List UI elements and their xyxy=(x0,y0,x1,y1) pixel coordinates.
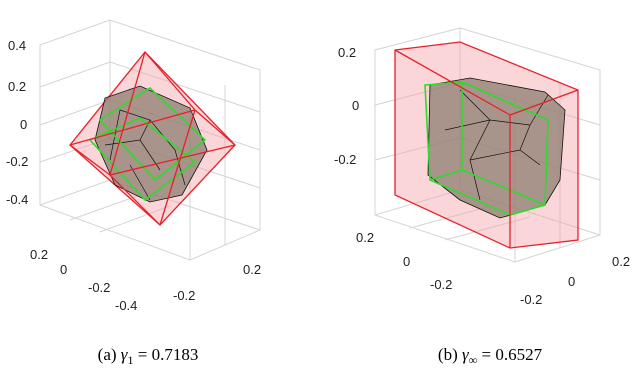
inner-box-edges xyxy=(429,82,546,206)
x-tick-label: -0.4 xyxy=(115,298,137,313)
polyhedron-edges xyxy=(444,89,549,201)
x-tick-label: 0.2 xyxy=(356,230,374,245)
x-tick-label: 0 xyxy=(403,254,410,269)
caption: (a) γ1 = 0.7183 xyxy=(98,345,199,367)
caption: (b) γ∞ = 0.6527 xyxy=(438,345,543,367)
x-tick-label: -0.2 xyxy=(88,280,110,295)
caption-subscript: ∞ xyxy=(469,353,478,367)
panel-a: 0.4 0.2 0 -0.2 -0.4 0.2 0 -0.2 -0.4 -0.2… xyxy=(6,19,261,367)
y-tick-label: -0.2 xyxy=(173,288,195,303)
polyhedron-edges xyxy=(104,109,186,201)
z-tick-label: 0.4 xyxy=(8,38,26,53)
z-tick-label: -0.2 xyxy=(334,152,356,167)
caption-symbol: γ xyxy=(462,345,470,364)
y-tick-label: 0.2 xyxy=(612,254,630,269)
bounding-box-edges xyxy=(394,49,579,248)
z-tick-label: -0.4 xyxy=(6,192,28,207)
y-tick-label: 0 xyxy=(568,274,575,289)
z-tick-label: -0.2 xyxy=(6,154,28,169)
octahedron-edges xyxy=(69,51,236,226)
x-tick-label: -0.2 xyxy=(430,277,452,292)
caption-subscript: 1 xyxy=(127,353,133,367)
y-tick-label: 0.2 xyxy=(243,262,261,277)
z-tick-label: 0.2 xyxy=(338,45,356,60)
panel-b: 0.2 0 -0.2 0.2 0 -0.2 -0.2 0 0.2 (b) γ∞ … xyxy=(334,27,630,367)
inner-box xyxy=(98,86,207,182)
y-tick-label: -0.2 xyxy=(520,292,542,307)
z-tick-label: 0 xyxy=(20,117,27,132)
z-tick-label: 0.2 xyxy=(8,79,26,94)
caption-label: (a) xyxy=(98,345,117,364)
caption-symbol: γ xyxy=(121,345,129,364)
caption-label: (b) xyxy=(438,345,458,364)
x-tick-label: 0.2 xyxy=(30,247,48,262)
caption-value: = 0.7183 xyxy=(133,345,198,364)
caption-value: = 0.6527 xyxy=(477,345,542,364)
x-tick-label: 0 xyxy=(60,262,67,277)
z-tick-label: 0 xyxy=(352,98,359,113)
inner-box xyxy=(88,117,197,202)
